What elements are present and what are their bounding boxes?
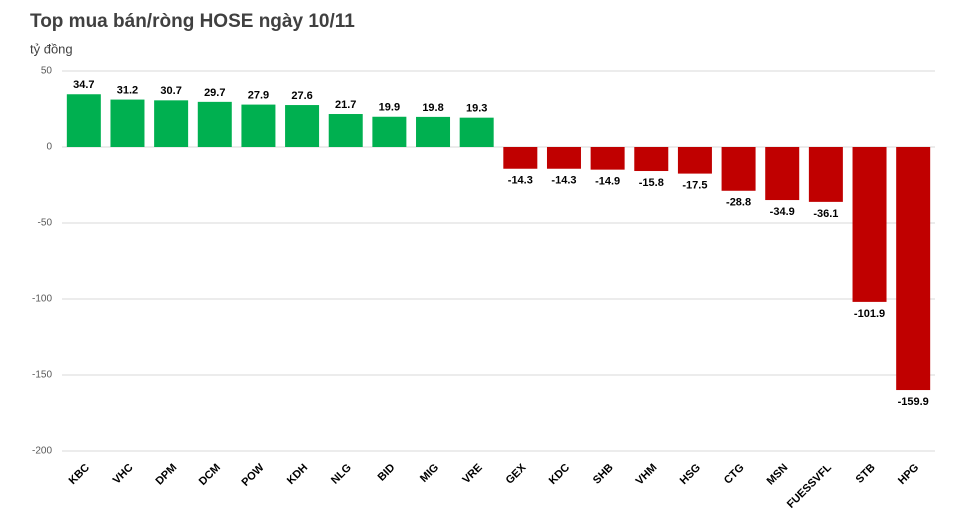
x-tick-label: DCM (197, 462, 223, 488)
bar (66, 94, 101, 147)
x-tick-label: NLG (329, 462, 354, 487)
bar (590, 147, 625, 170)
bar (808, 147, 843, 202)
data-label: -17.5 (682, 180, 707, 192)
x-tick-label: VHC (111, 462, 136, 487)
data-label: 34.7 (73, 79, 94, 91)
x-tick-label: VHM (634, 462, 660, 488)
x-tick-label: KDC (547, 462, 572, 487)
data-label: 27.6 (291, 90, 312, 102)
x-tick-label: DPM (154, 462, 180, 488)
bar (503, 147, 538, 169)
data-label: -101.9 (854, 308, 885, 320)
bar (459, 117, 494, 147)
data-label: -14.3 (551, 175, 576, 187)
bar (721, 147, 756, 191)
x-tick-label: STB (854, 462, 878, 486)
x-tick-label: MIG (418, 462, 441, 485)
x-tick-label: HPG (896, 462, 921, 487)
x-tick-label: KBC (67, 462, 92, 487)
x-tick-label: POW (240, 461, 268, 489)
bar (896, 147, 931, 391)
bar (852, 147, 887, 302)
y-tick-label: 50 (41, 66, 53, 77)
bar (328, 114, 363, 147)
y-tick-label: 0 (46, 142, 52, 153)
y-axis-label: tỷ đồng (30, 41, 73, 56)
bar (765, 147, 800, 201)
data-label: -14.3 (508, 175, 533, 187)
x-tick-label: KDH (285, 462, 310, 487)
data-label: 30.7 (160, 85, 181, 97)
data-label: -34.9 (770, 206, 795, 218)
data-label: 19.9 (379, 102, 400, 114)
bar (634, 147, 669, 172)
data-label: 27.9 (248, 89, 269, 101)
x-tick-label: VRE (460, 462, 484, 486)
bar (546, 147, 581, 169)
y-tick-label: -200 (32, 446, 52, 457)
y-tick-label: -150 (32, 370, 52, 381)
y-tick-label: -50 (38, 218, 53, 229)
bar (677, 147, 712, 174)
data-label: -159.9 (898, 396, 929, 408)
x-tick-label: GEX (504, 461, 529, 486)
data-label: 29.7 (204, 87, 225, 99)
bar (372, 116, 407, 147)
data-label: -15.8 (639, 177, 664, 189)
data-label: 31.2 (117, 84, 138, 96)
bar (416, 116, 451, 147)
data-label: 21.7 (335, 99, 356, 111)
bar (285, 105, 320, 147)
data-label: -28.8 (726, 197, 751, 209)
data-label: -14.9 (595, 176, 620, 188)
bar (197, 101, 232, 147)
data-label: 19.3 (466, 103, 487, 115)
bar (110, 99, 145, 147)
x-tick-label: MSN (765, 462, 791, 488)
bar (241, 104, 276, 147)
data-label: -36.1 (813, 208, 838, 220)
x-tick-label: HSG (678, 462, 703, 487)
bar (154, 100, 189, 147)
y-tick-label: -100 (32, 294, 52, 305)
x-tick-label: CTG (722, 462, 747, 487)
x-tick-label: FUESSVFL (785, 461, 834, 510)
x-tick-label: SHB (591, 462, 616, 487)
data-label: 19.8 (422, 102, 443, 114)
chart-title: Top mua bán/ròng HOSE ngày 10/11 (30, 11, 355, 32)
x-tick-label: BID (376, 462, 398, 484)
